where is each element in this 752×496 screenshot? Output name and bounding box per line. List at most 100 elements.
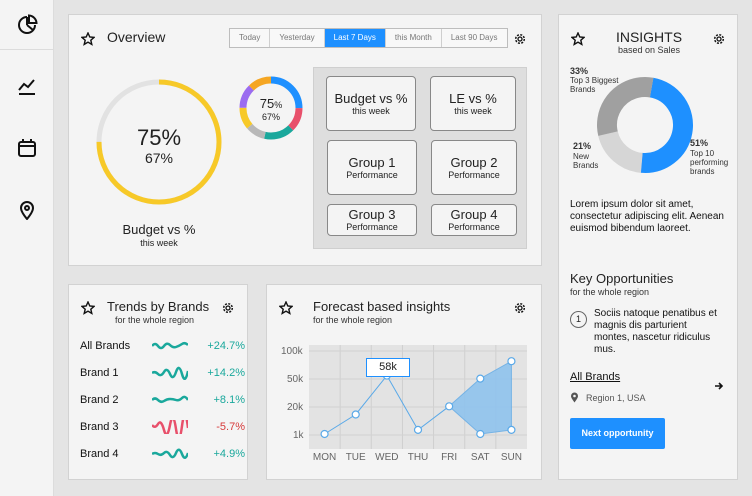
group-4-button-title: Group 4 — [450, 207, 498, 222]
mini-donut-secondary: 67% — [261, 112, 280, 122]
next-opportunity-button[interactable]: Next opportunity — [570, 418, 665, 449]
data-point[interactable] — [445, 402, 454, 411]
opportunities-title: Key Opportunities — [570, 271, 674, 286]
brand-row-all[interactable]: All Brands +24.7% — [80, 337, 245, 357]
data-point[interactable] — [320, 429, 329, 439]
data-point[interactable] — [476, 429, 485, 439]
data-point[interactable] — [507, 357, 516, 366]
sidebar-item-calendar[interactable] — [0, 128, 54, 168]
gauge-sublabel: this week — [140, 238, 178, 248]
top10-pct: 51% — [690, 138, 709, 148]
sidebar-logo[interactable] — [0, 0, 54, 50]
group-2-button-sub: Performance — [448, 170, 500, 180]
group-3-button[interactable]: Group 3 Performance — [327, 204, 417, 236]
brand-change: +24.7% — [207, 340, 245, 352]
star-icon[interactable] — [81, 301, 95, 315]
arrow-right-icon[interactable] — [714, 381, 724, 391]
sparkline-icon — [152, 366, 188, 380]
le-vs-button[interactable]: LE vs % this week — [430, 76, 516, 131]
brand-change: +4.9% — [213, 448, 246, 460]
brand-change: -5.7% — [216, 421, 245, 433]
brand-name: Brand 3 — [80, 421, 119, 433]
y-tick-label: 1k — [293, 430, 304, 441]
donut-slice[interactable] — [597, 76, 693, 173]
opportunities-subtitle: for the whole region — [570, 287, 650, 297]
tab-this-month[interactable]: this Month — [386, 29, 442, 47]
group-1-button[interactable]: Group 1 Performance — [327, 140, 417, 195]
trends-title: Trends by Brands — [107, 299, 210, 314]
x-tick-label: SAT — [470, 452, 490, 463]
tab-yesterday[interactable]: Yesterday — [270, 29, 325, 47]
brand-row-1[interactable]: Brand 1 +14.2% — [80, 364, 245, 384]
y-tick-label: 100k — [281, 346, 303, 357]
data-point[interactable] — [476, 374, 485, 383]
tab-last-90-days[interactable]: Last 90 Days — [450, 33, 498, 42]
group-2-button[interactable]: Group 2 Performance — [431, 140, 517, 195]
insights-donut-chart — [597, 76, 693, 173]
opportunity-number: 1 — [570, 311, 587, 328]
star-icon[interactable] — [81, 32, 95, 46]
le-vs-button-sub: this week — [454, 106, 492, 116]
trends-subtitle: for the whole region — [115, 315, 195, 325]
budget-vs-button[interactable]: Budget vs % this week — [326, 76, 416, 131]
trends-panel: Trends by Brands for the whole region Al… — [68, 284, 248, 480]
sparkline-icon — [152, 420, 188, 434]
settings-gear-icon[interactable] — [221, 301, 235, 315]
new-pct: 21% — [573, 141, 592, 151]
star-icon[interactable] — [571, 32, 585, 46]
brand-row-2[interactable]: Brand 2 +8.1% — [80, 391, 245, 411]
star-icon[interactable] — [279, 301, 293, 315]
brand-row-3[interactable]: Brand 3 -5.7% — [80, 418, 245, 438]
sparkline-icon — [152, 448, 188, 459]
gauge-label: Budget vs % — [122, 222, 196, 237]
brand-name: Brand 2 — [80, 394, 119, 406]
calendar-icon — [18, 139, 36, 157]
all-brands-link[interactable]: All Brands — [570, 371, 621, 383]
new-text: New Brands — [573, 152, 599, 170]
brand-name: Brand 4 — [80, 448, 119, 460]
tab-today[interactable]: Today — [230, 29, 271, 47]
x-tick-label: WED — [375, 452, 399, 463]
budget-vs-button-sub: this week — [352, 106, 390, 116]
group-3-button-title: Group 3 — [348, 207, 396, 222]
top10-text: Top 10 performing brands — [690, 149, 729, 176]
data-point[interactable] — [351, 410, 360, 419]
group-2-button-title: Group 2 — [450, 155, 498, 170]
sidebar-item-trends[interactable] — [0, 66, 54, 106]
group-1-button-title: Group 1 — [348, 155, 396, 170]
location-pin-icon — [19, 201, 35, 220]
group-4-button[interactable]: Group 4 Performance — [431, 204, 517, 236]
mini-donut-primary-number: 75 — [259, 96, 275, 111]
sparkline-icon — [152, 395, 188, 404]
sidebar — [0, 0, 54, 496]
date-range-tabs: Today Yesterday Last 7 Days this Month L… — [229, 28, 508, 48]
brand-row-4[interactable]: Brand 4 +4.9% — [80, 445, 245, 465]
x-tick-label: TUE — [345, 452, 366, 463]
sidebar-item-location[interactable] — [0, 190, 54, 230]
settings-gear-icon[interactable] — [712, 32, 726, 46]
forecast-chart — [309, 345, 527, 449]
overview-title: Overview — [107, 29, 166, 45]
forecast-band — [448, 360, 512, 435]
tab-last-7-days[interactable]: Last 7 Days — [324, 29, 386, 47]
top3-text: Top 3 Biggest Brands — [570, 76, 619, 94]
x-tick-label: FRI — [441, 452, 458, 463]
settings-gear-icon[interactable] — [513, 32, 527, 46]
region-text: Region 1, USA — [586, 393, 646, 403]
brand-name: Brand 1 — [80, 367, 119, 379]
x-tick-label: MON — [312, 452, 337, 463]
data-point[interactable] — [413, 425, 423, 434]
sparkline-icon — [152, 341, 188, 350]
trend-chart-icon — [18, 79, 35, 95]
brand-change: +8.1% — [213, 394, 246, 406]
budget-vs-button-title: Budget vs % — [334, 91, 408, 106]
performance-panel: Budget vs % this week LE vs % this week … — [313, 67, 527, 249]
data-point[interactable] — [507, 425, 516, 434]
y-tick-label: 50k — [287, 374, 304, 385]
group-1-button-sub: Performance — [346, 170, 398, 180]
forecast-tooltip: 58k — [366, 358, 410, 377]
settings-gear-icon[interactable] — [513, 301, 527, 315]
group-3-button-sub: Performance — [346, 222, 398, 232]
donut-slice[interactable] — [597, 77, 693, 173]
overview-panel: Overview Today Yesterday Last 7 Days thi… — [68, 14, 542, 266]
